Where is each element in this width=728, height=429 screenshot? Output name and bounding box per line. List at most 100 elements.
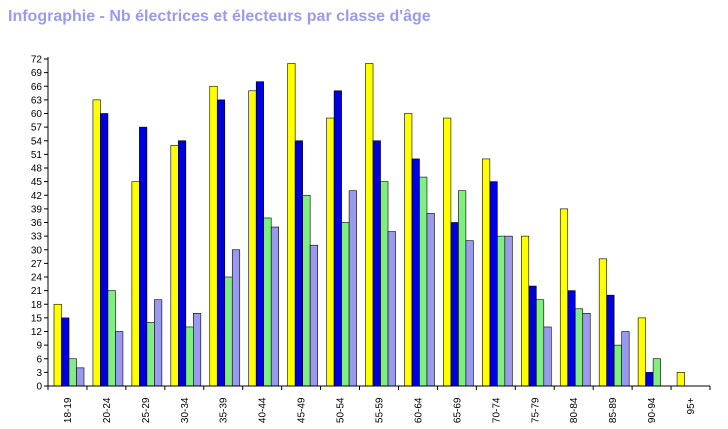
y-tick-label: 72 [31,55,43,66]
bar-85-89-series-3 [613,344,622,387]
x-tick-label: 95+ [686,397,697,414]
x-tick-label: 35-39 [219,397,230,423]
y-tick-label: 15 [31,313,43,324]
x-tick-label: 45-49 [297,397,308,423]
bar-30-34-series-3 [185,326,194,387]
bar-18-19-series-4 [76,367,85,387]
x-tick-label: 25-29 [141,397,152,423]
y-tick-label: 30 [31,245,43,256]
bar-65-69-series-3 [458,190,467,387]
y-tick-label: 12 [31,327,43,338]
bar-65-69-series-2 [450,222,459,387]
bar-60-64-series-3 [419,176,428,387]
bar-20-24-series-3 [107,290,116,387]
bar-50-54-series-1 [326,117,335,387]
x-tick-label: 55-59 [375,397,386,423]
x-tick-label: 60-64 [413,397,424,423]
y-tick-label: 6 [36,354,42,365]
x-tick-label: 90-94 [647,397,658,423]
bar-95+-series-1 [676,372,685,387]
bar-65-69-series-1 [443,117,452,387]
bar-25-29-series-1 [131,181,140,387]
bar-40-44-series-3 [263,217,272,387]
bar-60-64-series-1 [404,113,413,387]
bar-60-64-series-4 [426,213,435,387]
bar-75-79-series-3 [535,299,545,387]
bar-85-89-series-4 [621,331,630,387]
bar-35-39-series-3 [224,276,233,387]
y-tick-label: 27 [31,259,43,270]
bar-55-59-series-2 [372,140,381,387]
bar-70-74-series-3 [497,235,506,387]
bar-80-84-series-1 [559,208,569,387]
x-tick-label: 50-54 [336,397,347,423]
x-tick-label: 80-84 [569,397,580,423]
y-tick-label: 33 [31,232,43,243]
bar-40-44-series-4 [270,226,280,387]
y-tick-label: 0 [36,382,42,393]
bar-60-64-series-2 [411,158,420,387]
bars-layer [53,63,685,387]
y-tick-label: 24 [31,273,43,284]
bar-90-94-series-1 [637,317,646,387]
bar-70-74-series-4 [504,235,513,387]
bar-25-29-series-3 [146,322,155,387]
bar-80-84-series-2 [567,290,576,387]
bar-90-94-series-2 [645,372,654,387]
bar-18-19-series-2 [61,317,70,387]
bar-55-59-series-3 [380,181,389,387]
bar-65-69-series-4 [465,240,474,387]
y-tick-label: 42 [31,191,43,202]
bar-80-84-series-4 [582,313,591,387]
y-tick-label: 36 [31,218,43,229]
bar-35-39-series-2 [216,99,226,387]
bar-30-34-series-1 [170,144,179,387]
x-tick-label: 20-24 [102,397,113,423]
y-tick-label: 39 [31,204,43,215]
axes-layer: 0369121518212427303336394245485154576063… [31,55,711,423]
x-tick-label: 65-69 [452,397,463,423]
bar-45-49-series-4 [309,244,318,387]
bar-55-59-series-1 [365,63,374,387]
x-tick-label: 75-79 [530,397,541,423]
bar-20-24-series-2 [100,113,109,387]
y-tick-label: 9 [36,341,42,352]
bar-50-54-series-2 [333,90,342,387]
bar-30-34-series-2 [178,140,187,387]
bar-35-39-series-4 [231,249,241,387]
x-tick-label: 30-34 [180,397,191,423]
bar-50-54-series-3 [341,222,350,387]
bar-75-79-series-1 [520,235,530,387]
bar-40-44-series-2 [255,81,265,387]
bar-50-54-series-4 [348,190,357,387]
x-tick-label: 40-44 [258,397,269,423]
bar-85-89-series-1 [598,258,607,387]
bar-30-34-series-4 [193,313,202,387]
x-tick-label: 85-89 [608,397,619,423]
bar-45-49-series-3 [302,194,311,387]
bar-55-59-series-4 [387,231,396,387]
y-tick-label: 63 [31,95,43,106]
bar-70-74-series-1 [482,158,491,387]
bar-45-49-series-1 [287,63,296,387]
bar-35-39-series-1 [209,85,218,387]
bar-20-24-series-4 [115,331,124,387]
bar-75-79-series-4 [543,326,552,387]
bar-18-19-series-1 [53,303,62,387]
bar-45-49-series-2 [294,140,303,387]
bar-18-19-series-3 [68,358,77,387]
bar-20-24-series-1 [92,99,101,387]
y-tick-label: 60 [31,109,43,120]
bar-40-44-series-1 [248,90,257,387]
bar-70-74-series-2 [489,181,498,387]
y-tick-label: 45 [31,177,43,188]
y-tick-label: 18 [31,300,43,311]
bar-85-89-series-2 [606,294,615,387]
bar-90-94-series-3 [652,358,661,387]
y-tick-label: 21 [31,286,43,297]
bar-25-29-series-4 [154,299,163,387]
y-tick-label: 57 [31,123,43,134]
y-tick-label: 51 [31,150,43,161]
bar-25-29-series-2 [139,126,148,387]
